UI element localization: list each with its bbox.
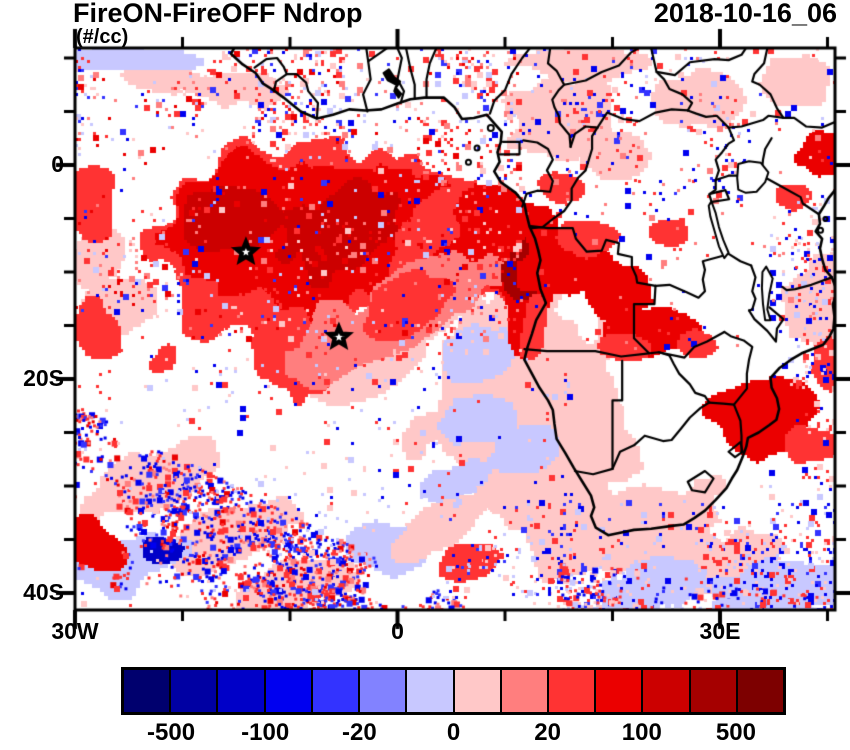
- colorbar-tick-label: 500: [715, 719, 756, 746]
- colorbar-tick-label: -500: [147, 719, 196, 746]
- colorbar-segment: [641, 670, 689, 712]
- colorbar-segment: [594, 670, 642, 712]
- plot-title: FireON-FireOFF Ndrop: [73, 0, 363, 28]
- colorbar-segment: [452, 670, 500, 712]
- plot-timestamp: 2018-10-16_06: [653, 0, 837, 28]
- x-axis-tick-label: 0: [391, 618, 404, 644]
- colorbar-segment: [169, 670, 217, 712]
- colorbar-segment: [735, 670, 784, 712]
- colorbar-segment: [405, 670, 453, 712]
- colorbar-segment: [546, 670, 595, 712]
- colorbar-tick-label: 0: [446, 719, 461, 746]
- colorbar-tick-label: 100: [621, 719, 662, 746]
- y-axis-tick-label: 0: [51, 151, 64, 177]
- colorbar-tick-label: -20: [342, 719, 377, 746]
- colorbar-segment: [216, 670, 264, 712]
- colorbar-segment: [499, 670, 547, 712]
- x-axis-tick-label: 30W: [51, 618, 99, 644]
- x-axis-tick-label: 30E: [699, 618, 741, 644]
- colorbar-tick-label: 20: [534, 719, 561, 746]
- y-axis-tick-label: 40S: [23, 579, 64, 605]
- colorbar-segment: [124, 670, 170, 712]
- colorbar-tick-label: -100: [241, 719, 290, 746]
- plot-units-label: (#/cc): [76, 26, 129, 48]
- y-axis-tick-label: 20S: [23, 365, 64, 391]
- colorbar-segment: [688, 670, 736, 712]
- colorbar-segment: [263, 670, 311, 712]
- colorbar-segment: [358, 670, 406, 712]
- colorbar-segment: [310, 670, 359, 712]
- colorbar: [121, 667, 786, 715]
